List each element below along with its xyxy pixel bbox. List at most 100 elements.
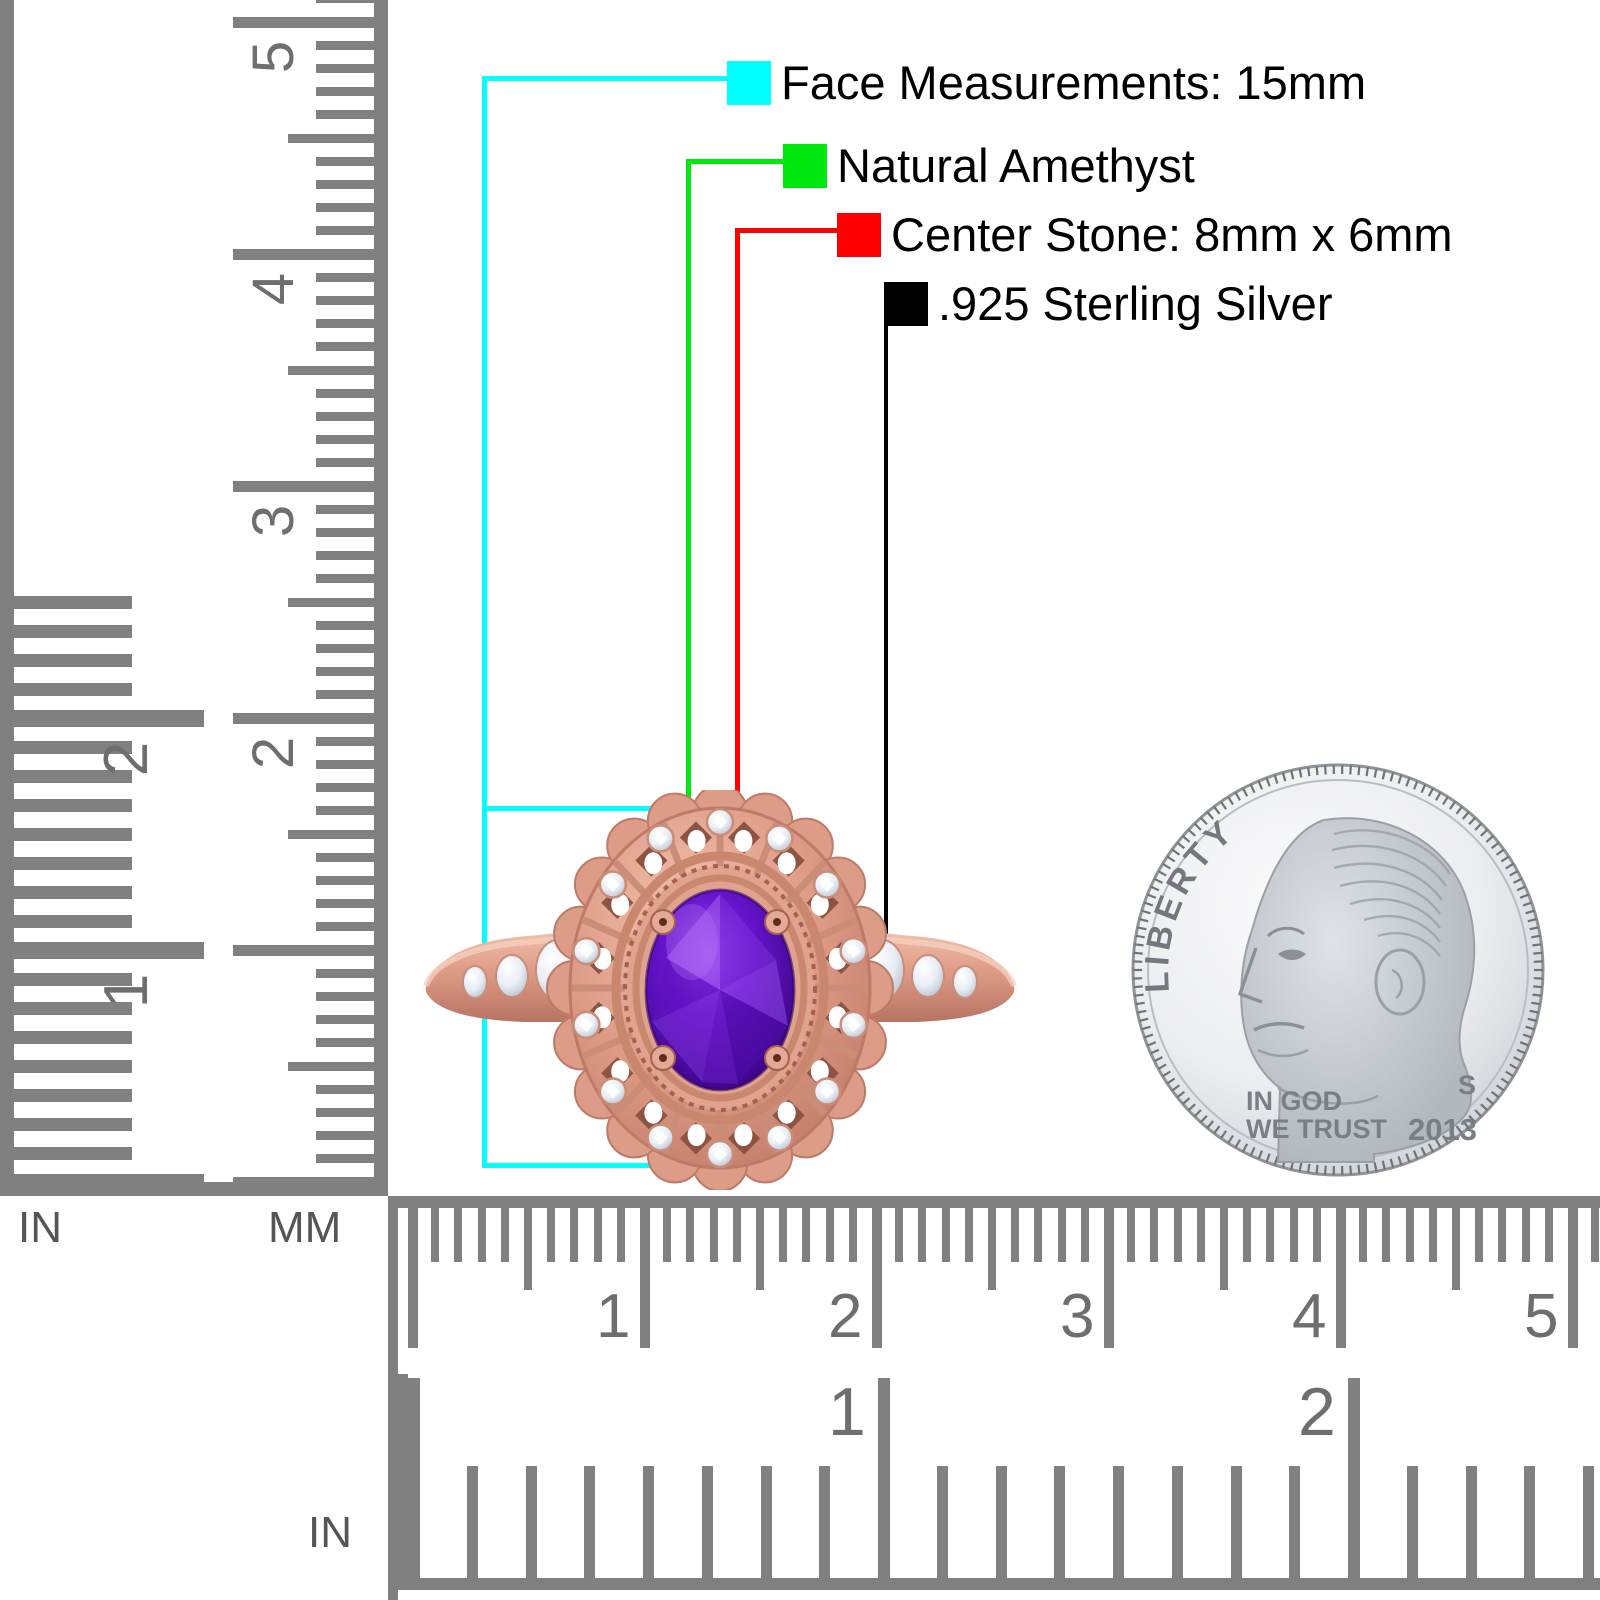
swatch-cyan <box>727 60 771 105</box>
legend-label-center-stone: Center Stone: 8mm x 6mm <box>891 208 1453 261</box>
coin-reed <box>1389 1158 1395 1168</box>
coin-reed <box>1427 787 1434 797</box>
coin-reed <box>1349 765 1352 775</box>
legend-label-metal: .925 Sterling Silver <box>938 277 1333 330</box>
halo-pave-diamond <box>598 870 628 899</box>
coin-reed <box>1435 1139 1442 1149</box>
coin-reed <box>1420 1146 1427 1156</box>
bottom-mm-tick <box>1382 1208 1391 1262</box>
swatch-red <box>837 212 881 257</box>
coin-reed <box>1234 1139 1241 1149</box>
coin-reed <box>1529 926 1539 931</box>
bottom-inch-tick <box>760 1466 772 1578</box>
coin-reed <box>1144 1033 1154 1039</box>
inch-tick <box>14 856 132 870</box>
coin-reed <box>1257 1150 1264 1160</box>
coin-reed <box>1146 1041 1157 1047</box>
filigree-open-hole <box>687 1124 706 1147</box>
halo-pave-diamond <box>705 807 735 837</box>
bottom-mm-tick <box>500 1208 509 1262</box>
coin-reed <box>1435 791 1442 801</box>
coin-reed <box>1162 1070 1171 1078</box>
coin-reed <box>1509 870 1519 877</box>
coin-reed <box>1176 1090 1186 1099</box>
mm-tick <box>316 875 388 885</box>
dime-illustration: LIBERTY IN GOD WE TRUST 2013 S <box>1131 763 1545 1177</box>
bottom-mm-tick <box>1405 1208 1414 1262</box>
coin-reed <box>1381 1160 1386 1170</box>
bottom-inch-tick <box>1054 1466 1066 1578</box>
filigree-open-hole <box>644 1101 663 1124</box>
bottom-mm-tick <box>1104 1208 1114 1348</box>
mm-ruler-number: 5 <box>241 40 307 74</box>
bottom-mm-tick <box>1336 1208 1346 1348</box>
coin-reed <box>1474 1109 1483 1118</box>
coin-reed <box>1242 1143 1249 1153</box>
bottom-mm-tick <box>964 1208 973 1262</box>
mm-tick <box>316 156 388 166</box>
coin-reed <box>1137 1009 1147 1014</box>
coin-reed <box>1281 772 1287 782</box>
mm-tick <box>288 597 388 607</box>
coin-reed <box>1273 1156 1279 1166</box>
bottom-inch-spine <box>396 1578 1600 1590</box>
coin-reed <box>1455 806 1463 815</box>
inch-tick <box>14 1146 132 1160</box>
legend-item-gem-type[interactable]: Natural Amethyst <box>783 138 1195 193</box>
mm-tick <box>316 1084 388 1094</box>
mm-tick <box>316 63 388 73</box>
halo-pave-diamond <box>765 824 794 853</box>
coin-reed <box>1525 909 1535 915</box>
coin-reed <box>1213 806 1221 815</box>
mm-tick <box>316 342 388 352</box>
mm-tick <box>316 852 388 862</box>
inch-ruler-spine <box>0 0 14 1196</box>
bottom-inch-tick <box>1230 1466 1242 1578</box>
bottom-mm-tick <box>802 1208 811 1262</box>
coin-reed <box>1141 1025 1151 1031</box>
coin-reed <box>1150 885 1160 892</box>
bottom-inch-tick <box>1465 1466 1477 1578</box>
bottom-mm-tick <box>1266 1208 1275 1262</box>
coin-reed <box>1519 893 1530 899</box>
bottom-mm-tick <box>1452 1208 1460 1290</box>
inch-tick <box>14 595 132 609</box>
mm-tick <box>316 504 388 514</box>
swatch-black <box>884 281 928 326</box>
bottom-mm-tick <box>524 1208 532 1290</box>
coin-reed <box>1522 901 1532 907</box>
mm-tick <box>316 110 388 120</box>
coin-reed <box>1176 841 1186 850</box>
coin-reed <box>1533 985 1543 989</box>
coin-reed <box>1133 951 1143 955</box>
bottom-inch-tick <box>525 1466 537 1578</box>
bottom-mm-number: 3 <box>1060 1282 1095 1351</box>
mm-tick <box>233 480 388 492</box>
mm-tick <box>316 435 388 445</box>
coin-reed <box>1153 1056 1163 1063</box>
coin-reed <box>1474 822 1483 831</box>
inch-tick <box>14 1059 132 1073</box>
coin-reed <box>1137 926 1147 931</box>
bottom-inch-tick <box>1289 1466 1301 1578</box>
halo-pave-diamond <box>572 936 601 966</box>
coin-motto-line1: IN GOD <box>1246 1086 1342 1116</box>
legend-item-metal[interactable]: .925 Sterling Silver <box>884 276 1332 331</box>
inch-tick <box>14 1117 132 1131</box>
inch-tick <box>14 1030 132 1044</box>
bottom-mm-tick <box>1521 1208 1530 1262</box>
coin-reed <box>1365 1163 1369 1173</box>
coin-reed <box>1193 1109 1202 1118</box>
bottom-mm-tick <box>1498 1208 1507 1262</box>
coin-reed <box>1227 796 1234 806</box>
mm-tick <box>316 899 388 909</box>
coin-reed <box>1187 1103 1196 1112</box>
mm-tick <box>316 991 388 1001</box>
legend-item-center-stone[interactable]: Center Stone: 8mm x 6mm <box>837 207 1453 262</box>
mm-tick <box>316 0 388 4</box>
bottom-mm-tick <box>1591 1208 1600 1262</box>
legend-label-face: Face Measurements: 15mm <box>781 56 1367 109</box>
halo-pave-diamond <box>839 936 868 966</box>
legend-item-face[interactable]: Face Measurements: 15mm <box>727 55 1366 110</box>
